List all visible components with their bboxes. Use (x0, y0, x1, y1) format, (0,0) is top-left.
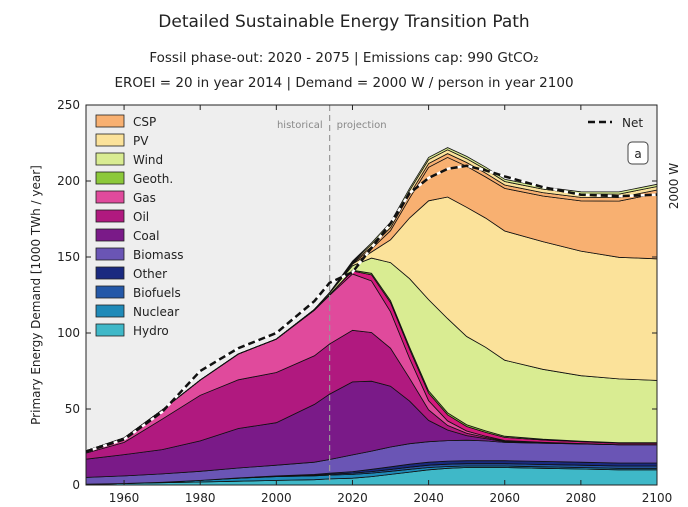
net-legend-label: Net (622, 116, 643, 130)
x-tick-label: 2100 (642, 491, 673, 505)
legend-label: Biomass (133, 248, 183, 262)
legend-label: Hydro (133, 324, 169, 338)
y-tick-label: 50 (65, 402, 80, 416)
legend-swatch (95, 114, 125, 128)
legend-swatch (95, 323, 125, 337)
projection-label: projection (337, 120, 387, 131)
legend-label: Oil (133, 210, 149, 224)
plot-frame (85, 104, 658, 486)
legend-swatch (95, 304, 125, 318)
x-tick-label: 2020 (337, 491, 368, 505)
panel-label: a (634, 147, 641, 161)
right-axis-label: 2000 W (667, 163, 681, 209)
x-tick-label: 1980 (185, 491, 216, 505)
y-tick-label: 0 (72, 478, 80, 492)
legend-swatch (95, 152, 125, 166)
y-axis-label: Primary Energy Demand [1000 TWh / year] (29, 165, 43, 425)
historical-label: historical (277, 120, 323, 131)
x-tick-label: 2000 (261, 491, 292, 505)
x-tick-label: 2080 (566, 491, 597, 505)
y-tick-label: 200 (57, 174, 80, 188)
chart-title: Detailed Sustainable Energy Transition P… (158, 12, 530, 32)
legend-label: Biofuels (133, 286, 181, 300)
legend-label: Nuclear (133, 305, 179, 319)
legend-label: Geoth. (133, 172, 173, 186)
legend-swatch (95, 266, 125, 280)
y-tick-label: 150 (57, 250, 80, 264)
chart-subtitle-line-2: EROEI = 20 in year 2014 | Demand = 2000 … (114, 75, 574, 91)
y-tick-label: 100 (57, 326, 80, 340)
x-tick-label: 2040 (413, 491, 444, 505)
legend-swatch (95, 190, 125, 204)
net-legend: Net (588, 116, 643, 130)
legend-swatch (95, 209, 125, 223)
legend-label: CSP (133, 115, 156, 129)
legend: CSP PV Wind Geoth. Gas Oil Coal Biomass Other Bio… (95, 114, 183, 338)
legend-label: Other (133, 267, 167, 281)
legend-label: Coal (133, 229, 159, 243)
legend-swatch (95, 247, 125, 261)
y-tick-label: 250 (57, 98, 80, 112)
legend-swatch (95, 228, 125, 242)
legend-label: PV (133, 134, 149, 148)
chart-subtitle-line-1: Fossil phase-out: 2020 - 2075 | Emission… (149, 50, 539, 66)
legend-swatch (95, 285, 125, 299)
legend-label: Gas (133, 191, 156, 205)
x-tick-label: 2060 (489, 491, 520, 505)
legend-swatch (95, 133, 125, 147)
x-tick-label: 1960 (109, 491, 140, 505)
x-axis: 1960 1980 2000 2020 2040 2060 2080 2100 (109, 105, 672, 505)
y-axis: 0 50 100 150 200 250 (57, 98, 657, 492)
legend-swatch (95, 171, 125, 185)
legend-label: Wind (133, 153, 163, 167)
net-line (85, 164, 658, 453)
panel-label-box: a (627, 141, 649, 165)
